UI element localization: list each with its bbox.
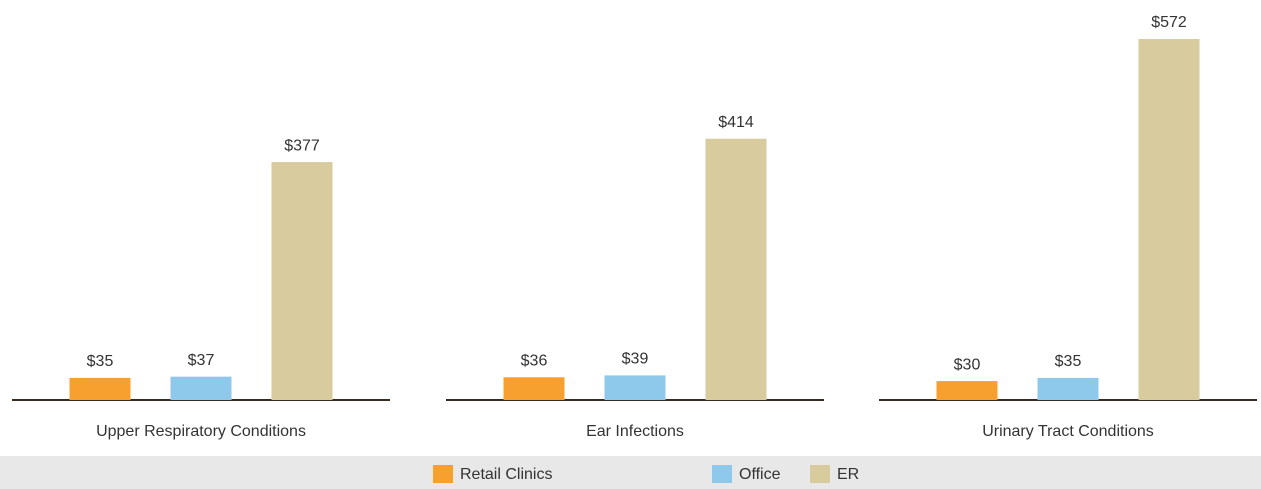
legend-swatch (712, 465, 732, 483)
bar (604, 375, 666, 400)
x-tick-label: Urinary Tract Conditions (982, 423, 1154, 440)
bar (271, 162, 333, 400)
legend-label: Office (739, 466, 781, 483)
bar (705, 138, 767, 400)
bar (503, 377, 565, 400)
data-label: $572 (1151, 14, 1187, 31)
legend-swatch (433, 465, 453, 483)
data-label: $39 (622, 351, 649, 368)
bar (170, 376, 232, 400)
data-label: $36 (521, 352, 548, 369)
bar (1138, 39, 1200, 400)
legend-label: ER (837, 466, 859, 483)
bar (1037, 377, 1099, 400)
bar (69, 377, 131, 400)
bar (936, 381, 998, 400)
x-tick-label: Ear Infections (586, 423, 684, 440)
x-tick-label: Upper Respiratory Conditions (96, 423, 306, 440)
data-label: $37 (188, 352, 215, 369)
data-label: $35 (1055, 353, 1082, 370)
data-label: $35 (87, 353, 114, 370)
legend-label: Retail Clinics (460, 466, 552, 483)
data-label: $414 (718, 114, 754, 131)
data-label: $30 (954, 356, 981, 373)
legend-swatch (810, 465, 830, 483)
legend-background (0, 456, 1261, 489)
data-label: $377 (284, 137, 320, 154)
